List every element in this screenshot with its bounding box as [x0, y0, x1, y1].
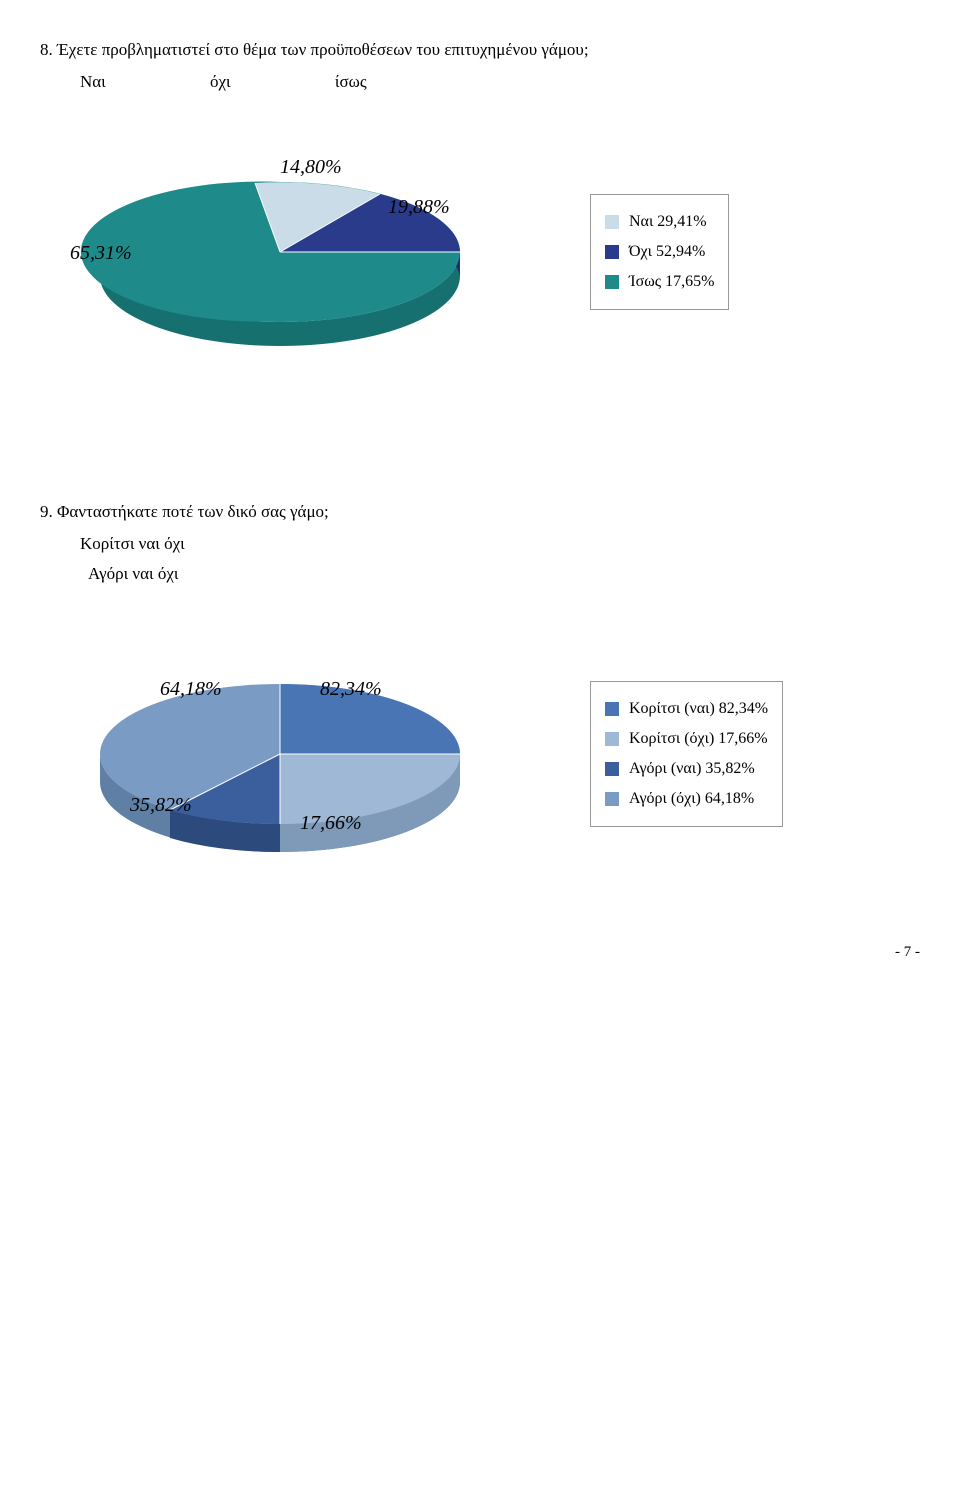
swatch [605, 792, 619, 806]
question-9: 9. Φανταστήκατε ποτέ των δικό σας γάμο; [40, 502, 920, 522]
legend-item: Κορίτσι (ναι) 82,34% [605, 700, 768, 718]
legend-item: Κορίτσι (όχι) 17,66% [605, 730, 768, 748]
swatch [605, 245, 619, 259]
legend-label: Αγόρι (όχι) 64,18% [629, 790, 754, 808]
q8-opt-2: ίσως [335, 72, 367, 92]
legend-item: Ναι 29,41% [605, 213, 714, 231]
q9-label-1: 82,34% [320, 678, 382, 701]
q8-label-0: 65,31% [70, 242, 132, 265]
q8-pie: 65,31% 14,80% 19,88% [50, 152, 510, 352]
q8-label-1: 14,80% [280, 156, 342, 179]
question-8: 8. Έχετε προβληματιστεί στο θέμα των προ… [40, 40, 920, 60]
q9-text: Φανταστήκατε ποτέ των δικό σας γάμο; [57, 502, 329, 521]
legend-label: Αγόρι (ναι) 35,82% [629, 760, 755, 778]
swatch [605, 702, 619, 716]
swatch [605, 215, 619, 229]
q9-line2: Αγόρι ναι όχι [88, 564, 920, 584]
page-number: - 7 - [40, 944, 920, 961]
q9-label-2: 35,82% [130, 794, 192, 817]
legend-item: Όχι 52,94% [605, 243, 714, 261]
legend-label: Κορίτσι (όχι) 17,66% [629, 730, 768, 748]
q8-text: Έχετε προβληματιστεί στο θέμα των προϋπο… [57, 40, 589, 59]
q9-pie: 64,18% 82,34% 35,82% 17,66% [50, 644, 510, 864]
legend-label: Ίσως 17,65% [629, 273, 714, 291]
legend-item: Ίσως 17,65% [605, 273, 714, 291]
q8-label-2: 19,88% [388, 196, 450, 219]
legend-item: Αγόρι (όχι) 64,18% [605, 790, 768, 808]
q9-line1: Κορίτσι ναι όχι [80, 534, 920, 554]
q8-chart-row: 65,31% 14,80% 19,88% Ναι 29,41% Όχι 52,9… [50, 152, 920, 352]
q9-label-3: 17,66% [300, 812, 362, 835]
q8-opt-1: όχι [210, 72, 231, 92]
q9-label-0: 64,18% [160, 678, 222, 701]
q8-number: 8. [40, 40, 53, 59]
legend-label: Όχι 52,94% [629, 243, 705, 261]
q9-chart-row: 64,18% 82,34% 35,82% 17,66% Κορίτσι (ναι… [50, 644, 920, 864]
q8-opt-0: Ναι [80, 72, 106, 92]
q9-number: 9. [40, 502, 53, 521]
swatch [605, 732, 619, 746]
legend-item: Αγόρι (ναι) 35,82% [605, 760, 768, 778]
q9-legend: Κορίτσι (ναι) 82,34% Κορίτσι (όχι) 17,66… [590, 681, 783, 827]
q8-options: Ναι όχι ίσως [80, 72, 920, 92]
q8-legend: Ναι 29,41% Όχι 52,94% Ίσως 17,65% [590, 194, 729, 310]
swatch [605, 275, 619, 289]
legend-label: Ναι 29,41% [629, 213, 707, 231]
legend-label: Κορίτσι (ναι) 82,34% [629, 700, 768, 718]
swatch [605, 762, 619, 776]
